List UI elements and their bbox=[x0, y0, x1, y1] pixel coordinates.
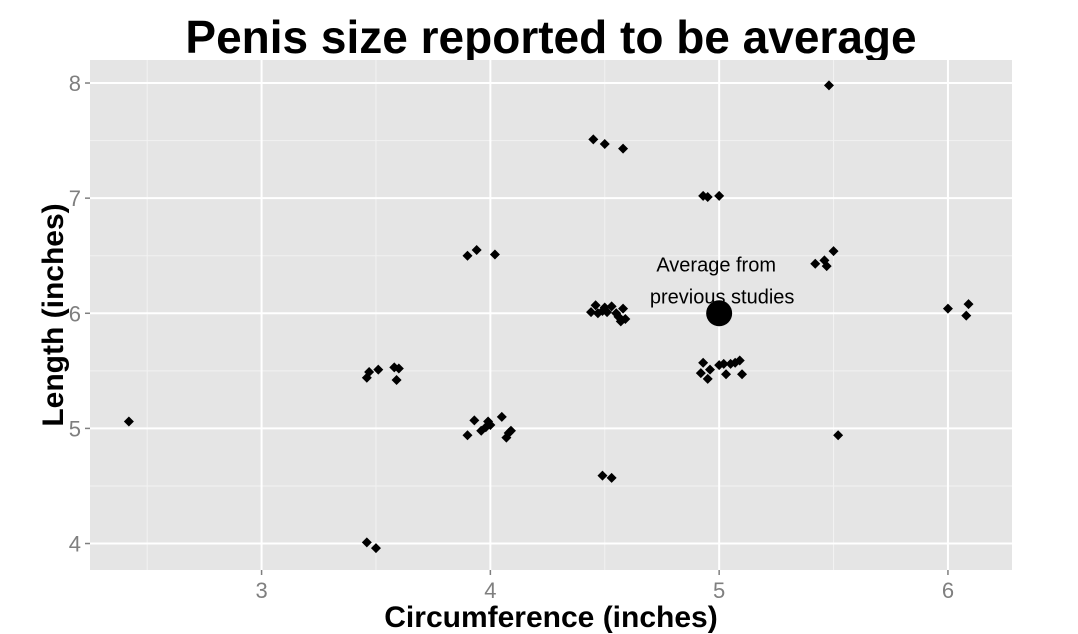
data-point bbox=[602, 307, 613, 318]
data-point bbox=[471, 244, 482, 255]
data-point bbox=[393, 363, 404, 374]
x-tick-label: 6 bbox=[942, 578, 954, 603]
data-point bbox=[942, 303, 953, 314]
data-point bbox=[714, 190, 725, 201]
y-tick-label: 7 bbox=[69, 186, 81, 211]
y-tick-label: 8 bbox=[69, 71, 81, 96]
x-axis-title: Circumference (inches) bbox=[384, 601, 717, 634]
data-point bbox=[364, 366, 375, 377]
y-axis-title: Length (inches) bbox=[37, 203, 70, 426]
data-point bbox=[586, 307, 597, 318]
data-point bbox=[833, 430, 844, 441]
data-point bbox=[620, 314, 631, 325]
data-point bbox=[702, 191, 713, 202]
data-point bbox=[469, 415, 480, 426]
data-point bbox=[462, 250, 473, 261]
data-point bbox=[597, 470, 608, 481]
data-point bbox=[590, 300, 601, 311]
data-point bbox=[391, 375, 402, 386]
y-tick-label: 4 bbox=[69, 532, 81, 557]
data-point bbox=[961, 310, 972, 321]
data-point bbox=[496, 411, 507, 422]
data-point bbox=[485, 419, 496, 430]
major-grid bbox=[90, 60, 1012, 570]
y-tick-label: 5 bbox=[69, 416, 81, 441]
data-point bbox=[606, 301, 617, 312]
data-point bbox=[702, 373, 713, 384]
y-axis-ticks: 4 5 6 7 8 bbox=[69, 71, 90, 557]
data-point bbox=[618, 303, 629, 314]
average-annotation-line2: previous studies bbox=[650, 286, 795, 308]
data-point bbox=[718, 358, 729, 369]
x-tick-label: 4 bbox=[484, 578, 496, 603]
data-point bbox=[618, 143, 629, 154]
data-point bbox=[810, 258, 821, 269]
data-point bbox=[361, 537, 372, 548]
data-point bbox=[705, 364, 716, 375]
data-point bbox=[828, 246, 839, 257]
x-axis-ticks: 3 4 5 6 bbox=[255, 570, 954, 603]
chart-title: Penis size reported to be average bbox=[185, 11, 916, 63]
data-point bbox=[373, 364, 384, 375]
average-annotation-line1: Average from bbox=[656, 254, 776, 276]
data-point bbox=[505, 425, 516, 436]
average-point bbox=[706, 300, 733, 327]
data-point bbox=[123, 416, 134, 427]
data-point bbox=[737, 369, 748, 380]
data-point bbox=[823, 80, 834, 91]
data-point bbox=[462, 430, 473, 441]
data-point bbox=[599, 139, 610, 150]
plot-panel bbox=[90, 60, 1012, 570]
data-point bbox=[721, 369, 732, 380]
data-point bbox=[695, 368, 706, 379]
data-point bbox=[489, 249, 500, 260]
data-point bbox=[963, 299, 974, 310]
data-point bbox=[588, 134, 599, 145]
data-point bbox=[606, 472, 617, 483]
data-point bbox=[734, 355, 745, 366]
data-point bbox=[370, 543, 381, 554]
average-marker-group: Average from previous studies bbox=[650, 254, 795, 327]
data-point bbox=[821, 261, 832, 272]
x-tick-label: 3 bbox=[255, 578, 267, 603]
y-tick-label: 6 bbox=[69, 301, 81, 326]
data-points bbox=[123, 80, 974, 554]
data-point bbox=[698, 357, 709, 368]
x-tick-label: 5 bbox=[713, 578, 725, 603]
